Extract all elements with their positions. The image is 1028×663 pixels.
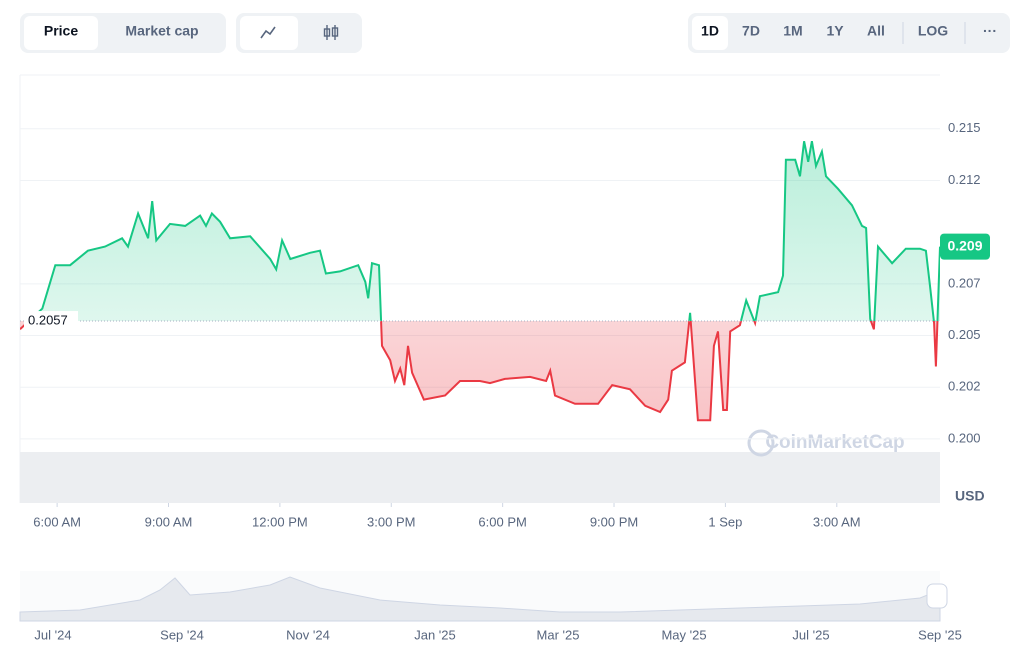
tab-active[interactable] — [24, 16, 98, 50]
range-button[interactable]: 1M — [783, 23, 802, 39]
tab-market-cap[interactable]: Market cap — [125, 23, 198, 39]
candle-icon[interactable] — [323, 25, 339, 40]
x-tick-label: 3:00 PM — [367, 514, 415, 529]
volume-area — [20, 452, 940, 503]
reference-label: 0.2057 — [28, 312, 68, 327]
x-tick-label: 9:00 PM — [590, 514, 638, 529]
area-down — [20, 321, 938, 421]
more-button[interactable]: ··· — [983, 23, 997, 39]
navigator-label: Jul '24 — [34, 627, 71, 642]
navigator-area — [19, 576, 941, 622]
watermark: CoinMarketCap — [765, 432, 904, 453]
navigator-label: Sep '24 — [160, 627, 204, 642]
range-button[interactable]: All — [867, 23, 885, 39]
navigator-label: Jul '25 — [792, 627, 829, 642]
unit-label: USD — [955, 488, 985, 504]
price-badge — [940, 233, 990, 260]
x-tick-label: 9:00 AM — [145, 514, 193, 529]
range-active[interactable] — [692, 16, 728, 50]
range-group — [688, 13, 1010, 53]
navigator-handle[interactable] — [926, 583, 948, 609]
range-button[interactable]: 1D — [701, 23, 719, 39]
navigator-label: Jan '25 — [414, 627, 456, 642]
price-badge-label: 0.209 — [947, 237, 982, 253]
y-tick-label: 0.202 — [948, 379, 981, 394]
navigator-label: Mar '25 — [537, 627, 580, 642]
line-icon — [260, 26, 276, 39]
tab-price[interactable]: Price — [44, 23, 78, 39]
navigator-label: May '25 — [661, 627, 706, 642]
range-button[interactable]: 1Y — [826, 23, 844, 39]
navigator-label: Sep '25 — [918, 627, 962, 642]
x-tick-label: 6:00 AM — [33, 514, 81, 529]
navigator-label: Nov '24 — [286, 627, 330, 642]
y-tick-label: 0.205 — [948, 327, 981, 342]
y-tick-label: 0.212 — [948, 172, 981, 187]
x-tick-label: 1 Sep — [708, 514, 742, 529]
y-tick-label: 0.207 — [948, 275, 981, 290]
range-button[interactable]: 7D — [742, 23, 760, 39]
log-button[interactable]: LOG — [918, 23, 948, 39]
x-tick-label: 6:00 PM — [478, 514, 526, 529]
watermark-logo — [747, 429, 775, 457]
y-tick-label: 0.200 — [948, 430, 981, 445]
reference-label-bg — [24, 311, 78, 332]
line-up — [27, 141, 940, 322]
area-up — [20, 141, 940, 322]
x-tick-label: 3:00 AM — [813, 514, 861, 529]
line-down — [20, 321, 939, 422]
x-tick-label: 12:00 PM — [252, 514, 308, 529]
y-tick-label: 0.215 — [948, 120, 981, 135]
